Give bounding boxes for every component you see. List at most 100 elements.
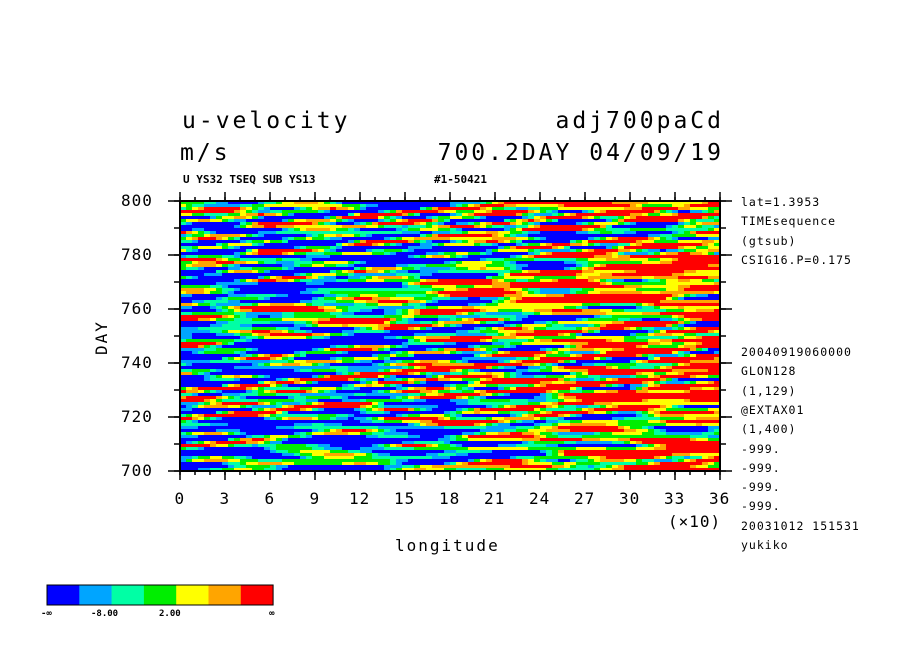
heatmap-cell [510,273,517,277]
heatmap-cell [180,315,187,319]
heatmap-cell [360,291,367,295]
heatmap-cell [540,309,547,313]
heatmap-cell [324,255,331,259]
heatmap-cell [612,234,619,238]
heatmap-cell [210,318,217,322]
heatmap-cell [354,366,361,370]
heatmap-cell [546,261,553,265]
heatmap-cell [660,234,667,238]
heatmap-cell [576,261,583,265]
heatmap-cell [558,216,565,220]
heatmap-cell [534,258,541,262]
heatmap-cell [396,255,403,259]
heatmap-cell [714,222,720,226]
heatmap-cell [606,204,613,208]
heatmap-cell [180,294,187,298]
heatmap-cell [372,351,379,355]
heatmap-cell [552,225,559,229]
heatmap-cell [408,279,415,283]
heatmap-cell [432,357,439,361]
heatmap-cell [630,279,637,283]
heatmap-cell [234,348,241,352]
heatmap-cell [414,285,421,289]
heatmap-cell [714,237,720,241]
heatmap-cell [390,288,397,292]
heatmap-cell [468,333,475,337]
heatmap-cell [216,318,223,322]
heatmap-cell [336,207,343,211]
heatmap-cell [636,219,643,223]
heatmap-cell [258,255,265,259]
heatmap-cell [396,234,403,238]
heatmap-cell [222,252,229,256]
heatmap-cell [324,210,331,214]
heatmap-cell [222,219,229,223]
heatmap-cell [528,210,535,214]
heatmap-cell [684,282,691,286]
heatmap-cell [426,273,433,277]
heatmap-cell [384,339,391,343]
heatmap-cell [714,258,720,262]
heatmap-cell [234,309,241,313]
heatmap-cell [360,258,367,262]
heatmap-cell [696,270,703,274]
heatmap-cell [186,282,193,286]
heatmap-cell [408,333,415,337]
heatmap-cell [696,345,703,349]
heatmap-cell [264,357,271,361]
heatmap-cell [708,264,715,268]
heatmap-cell [324,309,331,313]
heatmap-cell [684,363,691,367]
heatmap-cell [330,240,337,244]
heatmap-cell [360,300,367,304]
heatmap-cell [390,342,397,346]
heatmap-cell [300,222,307,226]
heatmap-cell [528,285,535,289]
heatmap-cell [432,285,439,289]
heatmap-cell [672,213,679,217]
heatmap-cell [636,276,643,280]
heatmap-cell [600,243,607,247]
heatmap-cell [528,216,535,220]
heatmap-cell [390,201,397,205]
heatmap-cell [324,366,331,370]
heatmap-cell [354,219,361,223]
heatmap-cell [696,291,703,295]
heatmap-cell [696,252,703,256]
heatmap-cell [384,225,391,229]
heatmap-cell [522,210,529,214]
heatmap-cell [354,282,361,286]
heatmap-cell [372,228,379,232]
heatmap-cell [456,321,463,325]
heatmap-cell [300,249,307,253]
heatmap-cell [282,318,289,322]
heatmap-cell [342,363,349,367]
heatmap-cell [210,357,217,361]
heatmap-cell [546,252,553,256]
heatmap-cell [600,348,607,352]
heatmap-cell [468,258,475,262]
heatmap-cell [372,210,379,214]
heatmap-cell [498,279,505,283]
heatmap-cell [618,351,625,355]
heatmap-cell [510,324,517,328]
heatmap-cell [612,339,619,343]
heatmap-cell [294,219,301,223]
heatmap-cell [492,291,499,295]
heatmap-cell [210,294,217,298]
heatmap-cell [258,264,265,268]
heatmap-cell [384,216,391,220]
heatmap-cell [450,246,457,250]
heatmap-cell [198,333,205,337]
heatmap-cell [240,258,247,262]
heatmap-cell [186,231,193,235]
heatmap-cell [690,276,697,280]
heatmap-cell [624,303,631,307]
heatmap-cell [264,216,271,220]
heatmap-cell [450,210,457,214]
heatmap-cell [330,207,337,211]
heatmap-cell [306,354,313,358]
heatmap-cell [342,303,349,307]
heatmap-cell [324,345,331,349]
heatmap-cell [456,240,463,244]
